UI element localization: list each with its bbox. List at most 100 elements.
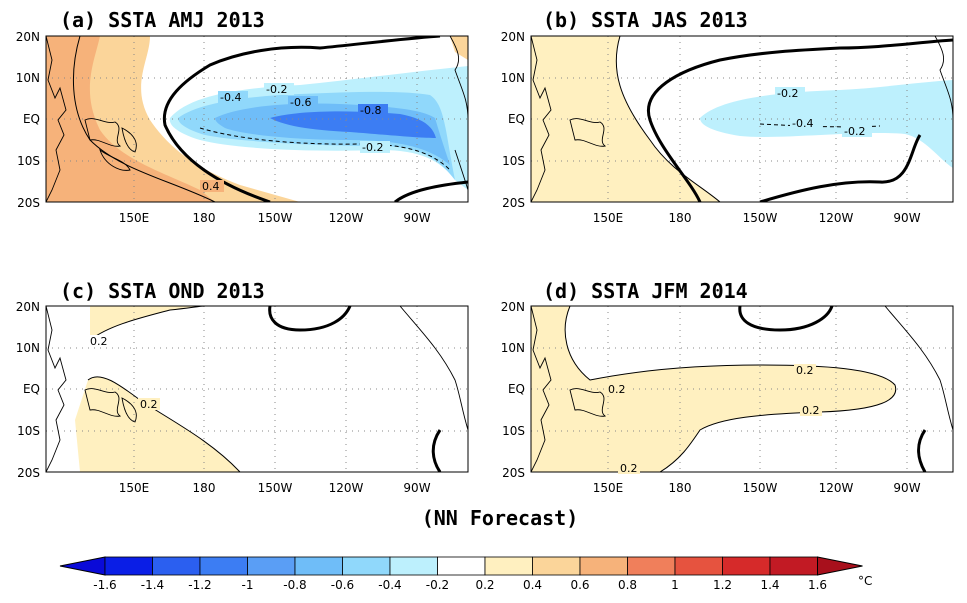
colorbar-label: 0.6 — [570, 578, 589, 592]
lat-label: 20N — [16, 300, 40, 314]
panel-b-zero-contour-east — [759, 134, 922, 202]
contour-label: -0.2 — [844, 125, 865, 138]
panel-b-warm-contour — [615, 36, 721, 202]
panel-c-zero-contour — [268, 306, 352, 332]
colorbar-label: -0.2 — [426, 578, 449, 592]
colorbar-swatch — [627, 556, 676, 576]
lat-label: 10N — [501, 71, 525, 85]
panel-c-land — [46, 306, 468, 472]
contour-label: -0.2 — [362, 141, 383, 154]
panel-a-contour-dash — [199, 127, 451, 171]
colorbar-label: 0.2 — [475, 578, 494, 592]
panel-c-zero-contour-east — [431, 429, 442, 472]
lat-label: 20N — [501, 30, 525, 44]
contour-label: -0.2 — [777, 87, 798, 100]
colorbar-swatch — [247, 556, 296, 576]
colorbar-label: 1.6 — [808, 578, 827, 592]
panel-b-lon-axis: 150E 180 150W 120W 90W — [593, 211, 921, 225]
lon-label: 180 — [193, 211, 216, 225]
colorbar-unit: °C — [858, 574, 872, 588]
lat-label: EQ — [23, 112, 40, 126]
colorbar-label: -1 — [242, 578, 254, 592]
panel-c-frame — [45, 305, 469, 473]
panel-d-contour-02 — [564, 306, 897, 472]
contour-label: -0.8 — [360, 104, 381, 117]
lon-label: 150W — [743, 481, 778, 495]
lat-label: 10N — [16, 71, 40, 85]
contour-label: -0.4 — [792, 117, 813, 130]
panel-a-cold-08 — [270, 111, 436, 138]
lat-label: 10N — [501, 341, 525, 355]
footer-caption: (NN Forecast) — [422, 506, 579, 530]
lat-label: 10S — [502, 154, 525, 168]
panel-a-lon-axis: 150E 180 150W 120W 90W — [119, 211, 431, 225]
colorbar-end-low — [59, 556, 106, 576]
panel-b-frame — [530, 35, 954, 203]
lat-label: 20S — [17, 466, 40, 480]
lon-label: 90W — [403, 481, 430, 495]
contour-label: 0.4 — [202, 180, 220, 193]
colorbar-label: -1.6 — [93, 578, 116, 592]
lat-label: EQ — [23, 382, 40, 396]
colorbar-swatch — [437, 556, 486, 576]
colorbar-label: 1.4 — [760, 578, 779, 592]
lat-label: 10S — [502, 424, 525, 438]
panel-a-frame — [45, 35, 469, 203]
colorbar-swatch — [722, 556, 771, 576]
colorbar-swatch — [579, 556, 628, 576]
panel-d-zero-contour — [738, 306, 834, 332]
lon-label: 90W — [893, 481, 920, 495]
panel-d-lon-axis: 150E 180 150W 120W 90W — [593, 481, 921, 495]
panel-c-grid — [46, 306, 468, 472]
panel-a-zero-contour — [162, 36, 441, 202]
panel-b-land — [531, 36, 953, 202]
lon-label: 150W — [258, 211, 293, 225]
lat-label: 10N — [16, 341, 40, 355]
contour-label: -0.4 — [220, 91, 241, 104]
panel-b-zero-contour — [646, 38, 953, 202]
lon-label: 150E — [119, 481, 150, 495]
panel-a-grid — [46, 36, 468, 202]
panel-a: (a) SSTA AMJ 2013 — [16, 8, 469, 225]
colorbar-swatch — [532, 556, 581, 576]
contour-label: 0.2 — [796, 364, 814, 377]
panel-c: (c) SSTA OND 2013 — [16, 279, 469, 495]
lon-label: 150E — [119, 211, 150, 225]
panel-b-grid — [531, 36, 953, 202]
lon-label: 150E — [593, 481, 624, 495]
panel-c-warm-north — [90, 306, 205, 340]
lon-label: 180 — [669, 481, 692, 495]
lat-label: 20S — [502, 196, 525, 210]
panel-a-title: (a) SSTA AMJ 2013 — [60, 8, 265, 32]
colorbar-label: -0.4 — [378, 578, 401, 592]
panel-d-land — [531, 306, 953, 472]
panel-d-grid — [531, 306, 953, 472]
lat-label: EQ — [508, 382, 525, 396]
panel-b-cold-02 — [700, 80, 953, 168]
colorbar-swatch — [342, 556, 391, 576]
lon-label: 180 — [193, 481, 216, 495]
colorbar-label: 0.4 — [523, 578, 542, 592]
panel-b-lat-axis: 20N 10N EQ 10S 20S — [501, 30, 525, 210]
panel-c-contour-labels: 0.2 0.2 — [88, 335, 160, 411]
colorbar-swatch — [199, 556, 248, 576]
colorbar-swatch — [674, 556, 723, 576]
contour-label: 0.2 — [90, 335, 108, 348]
panel-c-title: (c) SSTA OND 2013 — [60, 279, 265, 303]
panel-c-contour-north — [89, 306, 206, 341]
colorbar-swatch — [294, 556, 343, 576]
colorbar-label: -0.8 — [283, 578, 306, 592]
lon-label: 150E — [593, 211, 624, 225]
colorbar-end-high — [817, 556, 863, 576]
contour-label: 0.2 — [620, 462, 638, 475]
lat-label: 20S — [17, 196, 40, 210]
panel-c-warm-south — [75, 376, 240, 472]
lat-label: 10S — [17, 424, 40, 438]
panel-a-contour-labels: -0.2 -0.4 -0.6 -0.8 -0.2 0.4 — [200, 83, 390, 193]
panel-d-warm-region — [531, 306, 896, 472]
colorbar-swatch — [769, 556, 818, 576]
lat-label: 10S — [17, 154, 40, 168]
lon-label: 120W — [819, 481, 854, 495]
colorbar-swatch — [104, 556, 153, 576]
